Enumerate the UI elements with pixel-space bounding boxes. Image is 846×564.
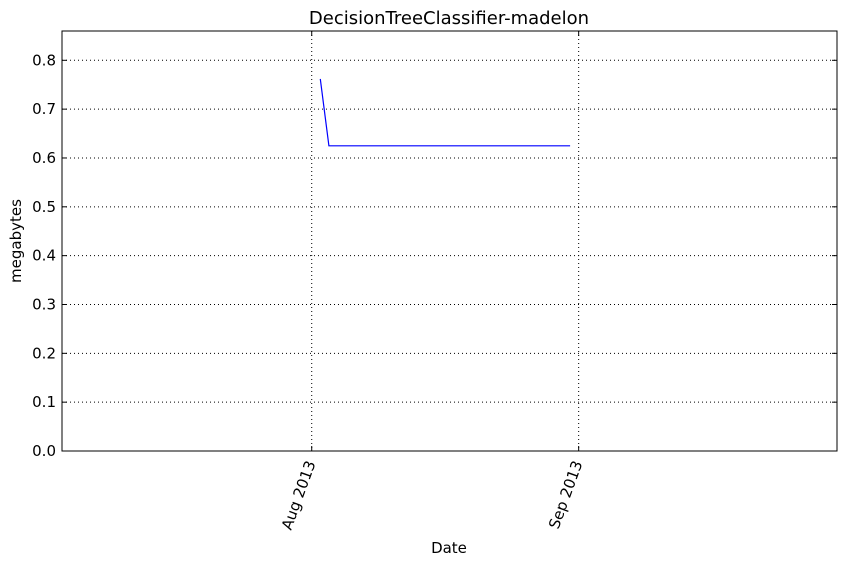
plot-area — [61, 30, 838, 452]
chart-title: DecisionTreeClassifier-madelon — [309, 8, 589, 29]
y-tick-label: 0.2 — [32, 344, 56, 362]
y-tick-label: 0.6 — [32, 149, 56, 167]
y-tick-label: 0.4 — [32, 247, 56, 265]
x-axis-label: Date — [431, 539, 467, 557]
series-line — [319, 78, 571, 147]
y-tick-label: 0.5 — [32, 198, 56, 216]
y-tick-label: 0.7 — [32, 100, 56, 118]
x-tick-label: Sep 2013 — [545, 458, 586, 531]
y-axis-label: megabytes — [7, 199, 25, 283]
y-tick-label: 0.3 — [32, 295, 56, 313]
plot-lines — [319, 78, 571, 147]
y-axis-ticks: 0.0 0.1 0.2 0.3 0.4 0.5 0.6 0.7 0.8 — [32, 51, 837, 460]
y-tick-label: 0.8 — [32, 51, 56, 69]
grid — [62, 31, 837, 452]
y-tick-label: 0.1 — [32, 393, 56, 411]
y-tick-label: 0.0 — [32, 442, 56, 460]
x-tick-label: Aug 2013 — [278, 458, 320, 532]
